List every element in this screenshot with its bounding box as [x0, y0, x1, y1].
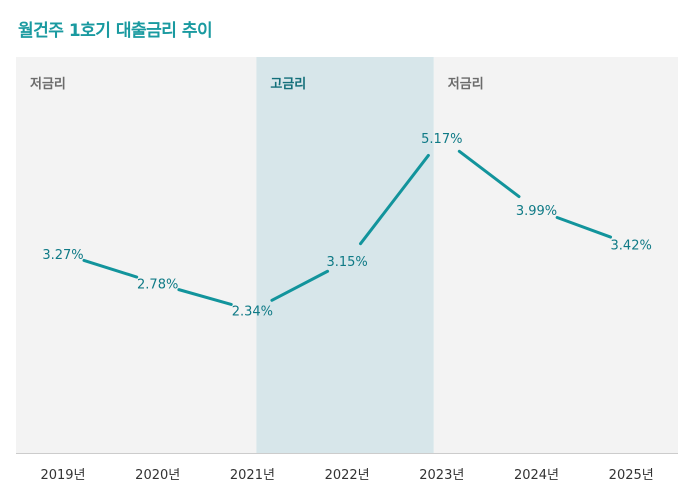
period-band-1 — [16, 57, 257, 453]
data-label-2020년: 2.78% — [137, 278, 178, 293]
x-tick-label-2023년: 2023년 — [419, 468, 464, 483]
data-label-2022년: 3.15% — [326, 255, 367, 270]
data-label-2019년: 3.27% — [42, 248, 83, 263]
period-label-1: 저금리 — [30, 76, 66, 92]
x-tick-label-2020년: 2020년 — [135, 468, 180, 483]
x-tick-label-2021년: 2021년 — [230, 468, 275, 483]
x-tick-label-2024년: 2024년 — [514, 468, 559, 483]
line-segment-2023년-2024년 — [457, 149, 521, 199]
line-segment-2021년-2022년 — [270, 269, 330, 302]
x-tick-label-2022년: 2022년 — [325, 468, 370, 483]
period-label-3: 저금리 — [448, 76, 484, 92]
period-band-2 — [256, 57, 434, 453]
period-label-2: 고금리 — [270, 76, 306, 92]
line-segment-2022년-2023년 — [359, 153, 430, 246]
line-segment-2024년-2025년 — [555, 215, 613, 239]
x-tick-label-2019년: 2019년 — [40, 468, 85, 483]
data-label-2021년: 2.34% — [232, 304, 273, 319]
data-label-2024년: 3.99% — [516, 204, 557, 219]
line-segment-2019년-2020년 — [82, 258, 139, 279]
data-label-2023년: 5.17% — [421, 132, 462, 147]
x-tick-label-2025년: 2025년 — [609, 468, 654, 483]
period-band-3 — [433, 57, 678, 453]
chart-title: 월건주 1호기 대출금리 추이 — [18, 21, 213, 41]
line-segment-2020년-2021년 — [177, 288, 233, 306]
data-label-2025년: 3.42% — [611, 239, 652, 254]
